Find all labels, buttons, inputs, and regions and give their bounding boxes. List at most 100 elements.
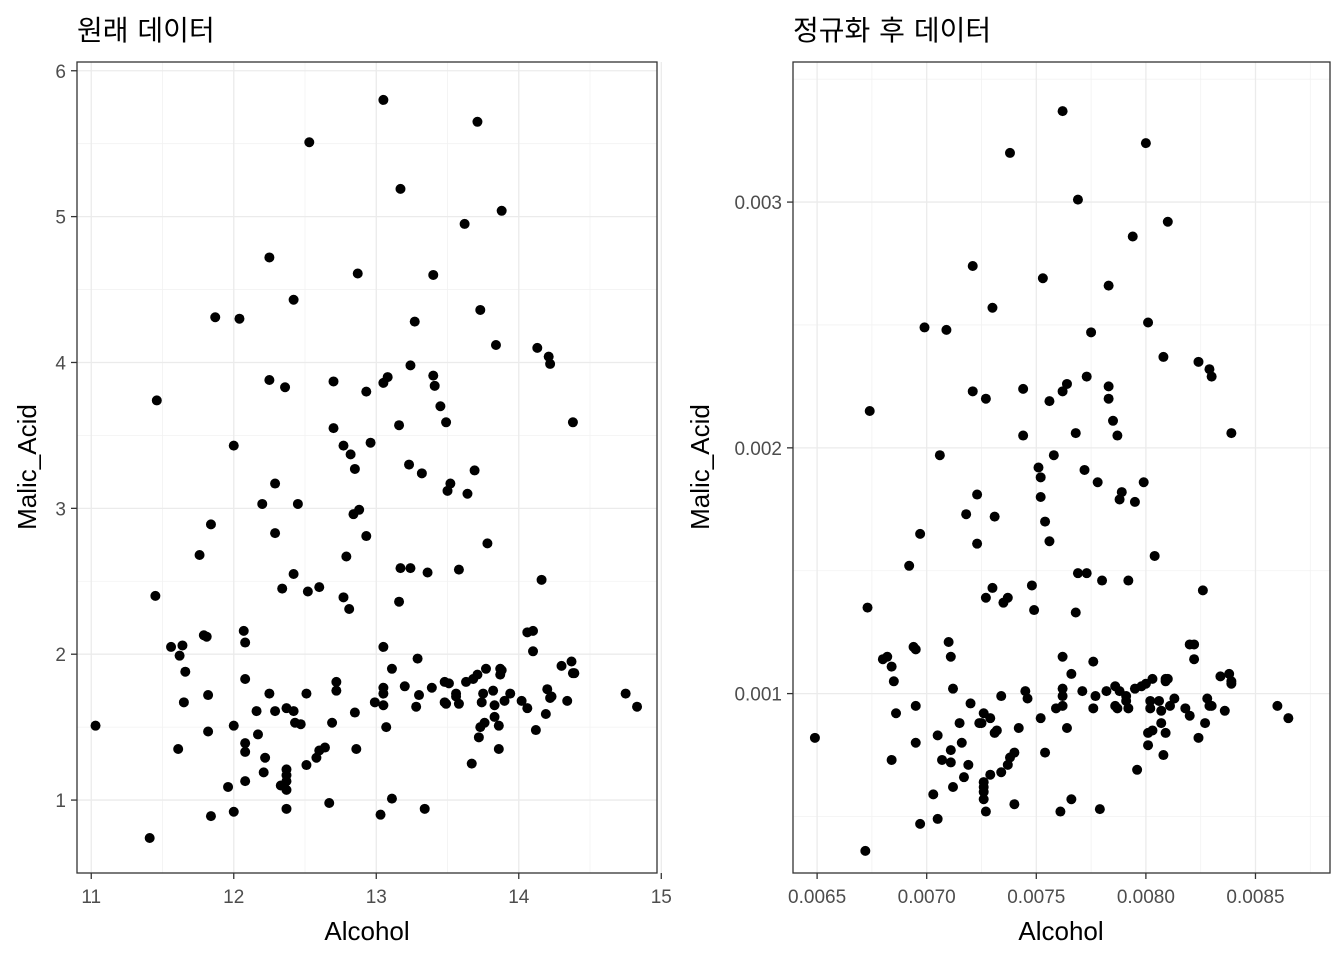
data-point — [349, 463, 360, 474]
data-point — [1066, 794, 1077, 805]
y-tick-label: 4 — [55, 353, 66, 374]
data-point — [985, 713, 996, 724]
data-point — [1061, 378, 1072, 389]
data-point — [405, 360, 416, 371]
data-point — [1057, 691, 1068, 702]
data-point — [1035, 491, 1046, 502]
data-point — [443, 678, 454, 689]
data-point — [405, 563, 416, 574]
data-point — [429, 380, 440, 391]
data-point — [281, 764, 292, 775]
data-point — [472, 669, 483, 680]
points — [809, 106, 1294, 856]
data-point — [958, 772, 969, 783]
data-point — [1072, 568, 1083, 579]
data-point — [1103, 381, 1114, 392]
data-point — [1048, 450, 1059, 461]
data-point — [566, 656, 577, 667]
data-point — [1057, 106, 1068, 117]
data-point — [419, 803, 430, 814]
data-point — [1206, 700, 1217, 711]
data-point — [967, 260, 978, 271]
data-point — [1147, 673, 1158, 684]
data-point — [144, 832, 155, 843]
x-tick-label: 0.0075 — [1007, 887, 1065, 908]
data-point — [1149, 550, 1160, 561]
data-point — [331, 685, 342, 696]
data-point — [522, 703, 533, 714]
data-point — [378, 641, 389, 652]
data-point — [1004, 147, 1015, 158]
data-point — [1094, 804, 1105, 815]
data-point — [542, 684, 553, 695]
data-point — [280, 382, 291, 393]
data-point — [378, 700, 389, 711]
data-point — [1219, 705, 1230, 716]
data-point — [1123, 575, 1134, 586]
data-point — [516, 695, 527, 706]
data-point — [1097, 575, 1108, 586]
y-axis: 1 2 3 4 5 6 — [55, 62, 77, 812]
data-point — [349, 707, 360, 718]
x-tick-label: 12 — [223, 887, 244, 908]
data-point — [987, 582, 998, 593]
data-point — [496, 205, 507, 216]
data-point — [203, 726, 214, 737]
data-point — [1072, 194, 1083, 205]
data-point — [1197, 585, 1208, 596]
data-point — [345, 449, 356, 460]
data-point — [1092, 477, 1103, 488]
data-point — [1162, 216, 1173, 227]
data-point — [288, 706, 299, 717]
data-point — [945, 651, 956, 662]
data-point — [1044, 536, 1055, 547]
data-point — [954, 718, 965, 729]
points — [90, 94, 643, 843]
data-point — [341, 551, 352, 562]
data-point — [1018, 430, 1029, 441]
x-tick-label: 0.0080 — [1117, 887, 1175, 908]
x-tick-label: 15 — [651, 887, 672, 908]
data-point — [528, 646, 539, 657]
data-point — [301, 688, 312, 699]
data-point — [1193, 732, 1204, 743]
data-point — [1121, 691, 1132, 702]
data-point — [945, 745, 956, 756]
data-point — [886, 754, 897, 765]
data-point — [210, 312, 221, 323]
data-point — [240, 746, 251, 757]
data-point — [1057, 700, 1068, 711]
data-point — [1077, 686, 1088, 697]
y-tick-label: 0.003 — [734, 193, 782, 214]
data-point — [496, 665, 507, 676]
data-point — [961, 509, 972, 520]
data-point — [469, 465, 480, 476]
data-point — [1070, 607, 1081, 618]
panel-border — [792, 61, 1331, 874]
y-tick-label: 0.002 — [734, 439, 782, 460]
data-point — [987, 302, 998, 313]
data-point — [281, 803, 292, 814]
data-point — [354, 504, 365, 515]
data-point — [1079, 464, 1090, 475]
data-point — [809, 732, 820, 743]
data-point — [910, 644, 921, 655]
data-point — [1160, 727, 1171, 738]
data-point — [864, 405, 875, 416]
data-point — [1009, 799, 1020, 810]
data-point — [1143, 317, 1154, 328]
data-point — [490, 339, 501, 350]
data-point — [620, 688, 631, 699]
data-point — [466, 758, 477, 769]
data-point — [240, 738, 251, 749]
data-point — [1022, 693, 1033, 704]
data-point — [404, 459, 415, 470]
data-point — [980, 806, 991, 817]
data-point — [556, 660, 567, 671]
data-point — [240, 776, 251, 787]
data-point — [963, 759, 974, 770]
data-point — [1226, 428, 1237, 439]
data-point — [1081, 568, 1092, 579]
data-point — [270, 478, 281, 489]
data-point — [331, 676, 342, 687]
